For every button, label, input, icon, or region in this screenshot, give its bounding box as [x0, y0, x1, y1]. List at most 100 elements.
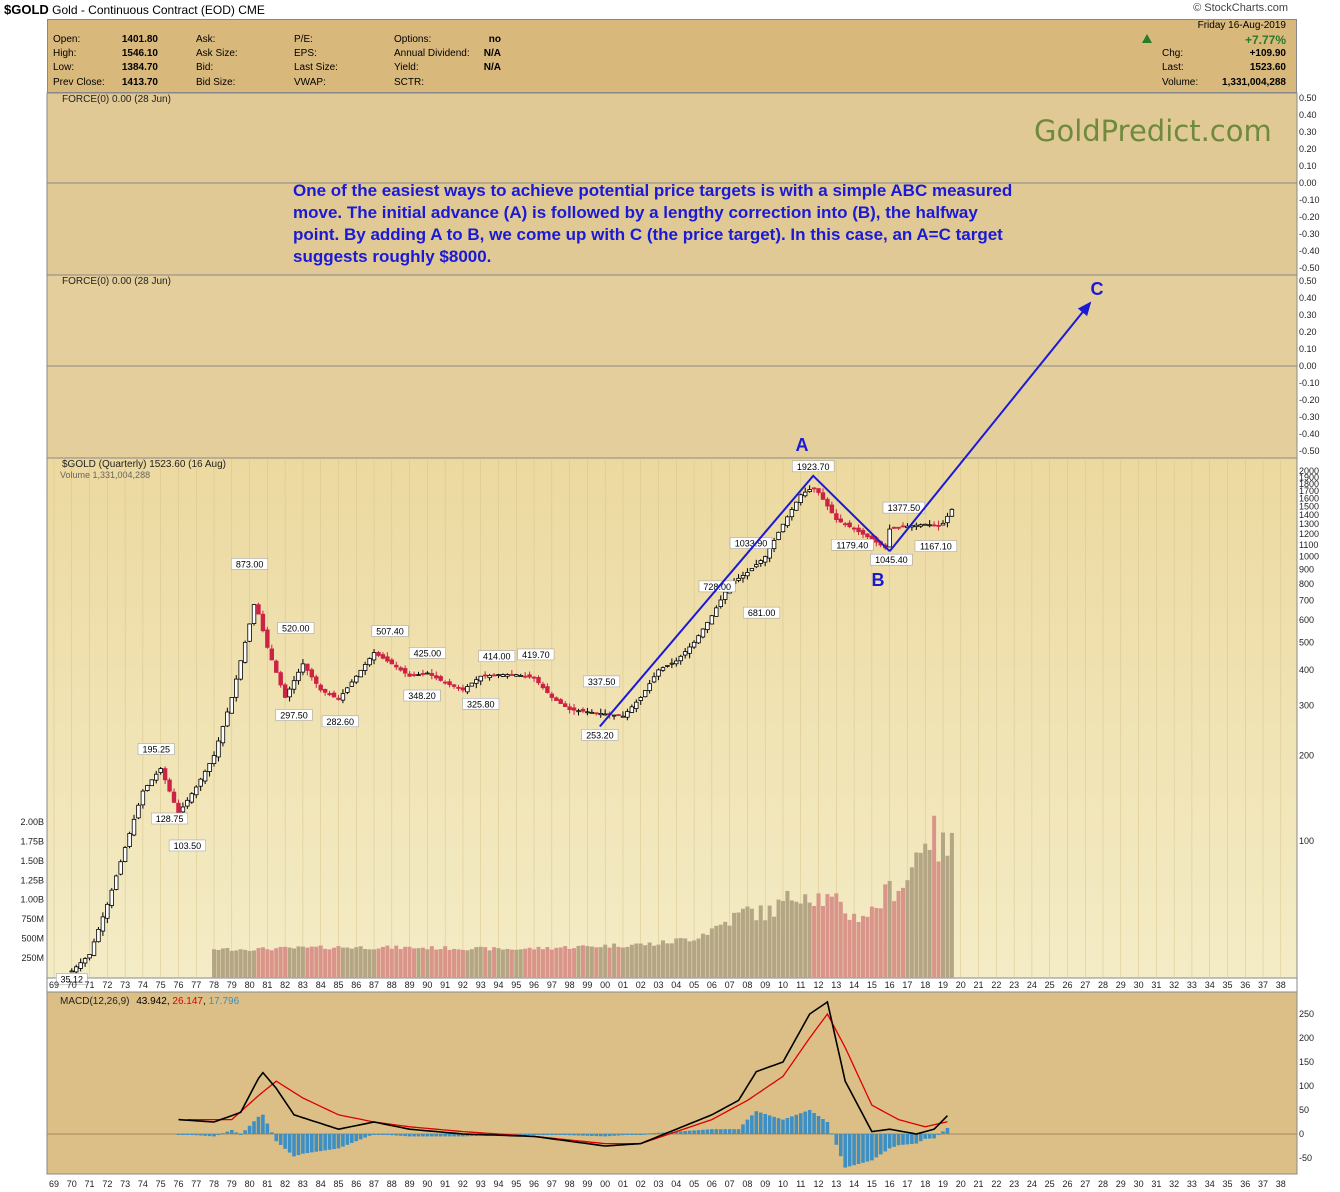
- volume-bar: [847, 919, 852, 978]
- volume-tick-label: 1.25B: [20, 875, 44, 885]
- macd-hist-bar: [785, 1118, 790, 1134]
- x-tick-label: 81: [262, 980, 272, 990]
- candle-body: [478, 675, 483, 682]
- force-tick-label: 0.20: [1299, 327, 1317, 337]
- projection-arrow: [888, 301, 1092, 552]
- volume-bar: [723, 921, 728, 978]
- macd-hist-bar: [865, 1134, 870, 1162]
- macd-hist-bar: [385, 1134, 390, 1135]
- candle-body: [371, 652, 377, 661]
- macd-x-tick-label: 25: [1045, 1179, 1055, 1189]
- macd-hist-bar: [576, 1134, 581, 1136]
- macd-hist-bar: [696, 1130, 701, 1134]
- candle-body: [851, 527, 857, 530]
- candle-body: [474, 679, 479, 684]
- bidsize-label: Bid Size:: [196, 77, 236, 88]
- exchange: CME: [238, 3, 265, 17]
- pct-change: +7.77%: [1244, 33, 1286, 47]
- volume-bar: [460, 949, 465, 978]
- candle-body: [300, 663, 306, 673]
- ask-label: Ask:: [196, 34, 216, 45]
- volume-bar: [567, 948, 572, 978]
- volume-bar: [803, 894, 808, 978]
- x-tick-label: 89: [405, 980, 415, 990]
- candle-body: [282, 684, 288, 698]
- macd-x-tick-label: 27: [1080, 1179, 1090, 1189]
- macd-x-tick-label: 14: [849, 1179, 859, 1189]
- macd-hist-bar: [545, 1134, 550, 1135]
- macd-hist-bar: [710, 1129, 714, 1134]
- x-tick-label: 20: [956, 980, 966, 990]
- macd-x-tick-label: 34: [1205, 1179, 1215, 1189]
- candle-body: [696, 635, 701, 644]
- price-label-box: [231, 558, 269, 570]
- macd-hist-bar: [852, 1134, 856, 1166]
- price-tick-label: 700: [1299, 596, 1314, 606]
- candle-body: [411, 674, 417, 676]
- macd-hist-bar: [176, 1134, 181, 1135]
- macd-hist-bar: [336, 1134, 341, 1149]
- macd-hist-bar: [594, 1134, 599, 1137]
- macd-hist-bar: [301, 1134, 305, 1154]
- volume-bar: [376, 948, 381, 978]
- prevclose-value: 1413.70: [121, 77, 158, 88]
- candle-body: [407, 673, 412, 677]
- candle-body: [811, 487, 817, 490]
- macd-hist-bar: [625, 1134, 630, 1135]
- volume-bar: [896, 890, 901, 978]
- macd-hist-bar: [687, 1130, 692, 1134]
- price-tick-label: 1000: [1299, 552, 1319, 562]
- candle-body: [665, 665, 670, 667]
- candle-body: [674, 660, 679, 665]
- volume-tick-label: 1.75B: [20, 836, 44, 846]
- macd-hist-bar: [514, 1134, 519, 1135]
- macd-x-tick-label: 72: [102, 1179, 112, 1189]
- candle-body: [776, 531, 781, 540]
- x-tick-label: 75: [156, 980, 166, 990]
- macd-x-tick-label: 92: [458, 1179, 468, 1189]
- macd-hist-bar: [825, 1122, 830, 1134]
- macd-hist-bar: [243, 1130, 247, 1134]
- force-tick-label: -0.50: [1299, 446, 1320, 456]
- macd-x-tick-label: 94: [493, 1179, 503, 1189]
- macd-hist-bar: [225, 1131, 230, 1134]
- candle-body: [305, 663, 310, 671]
- macd-x-tick-label: 18: [920, 1179, 930, 1189]
- price-label: 414.00: [483, 652, 511, 662]
- volume-bar: [300, 946, 305, 978]
- force-tick-label: -0.50: [1299, 263, 1320, 273]
- volume-bar: [243, 949, 248, 978]
- macd-hist-bar: [452, 1134, 456, 1137]
- macd-hist-bar: [941, 1131, 945, 1134]
- macd-hist-bar: [181, 1134, 185, 1135]
- volume-tick-label: 1.50B: [20, 856, 44, 866]
- volume-bar: [772, 916, 777, 978]
- volume-bar: [892, 901, 897, 978]
- force-tick-label: 0.40: [1299, 110, 1317, 120]
- volume-bar: [523, 948, 528, 978]
- macd-hist-bar: [421, 1134, 425, 1137]
- macd-x-tick-label: 75: [156, 1179, 166, 1189]
- macd-hist-bar: [207, 1134, 212, 1137]
- macd-hist-bar: [256, 1116, 261, 1134]
- candle-body: [482, 674, 488, 677]
- candle-body: [545, 686, 550, 693]
- macd-hist-bar: [834, 1134, 839, 1145]
- yield-label: Yield:: [394, 62, 419, 73]
- price-label: 425.00: [414, 648, 442, 658]
- macd-x-tick-label: 78: [209, 1179, 219, 1189]
- candle-body: [860, 529, 866, 535]
- candle-body: [798, 494, 803, 503]
- candle-body: [758, 560, 763, 564]
- volume-bar: [794, 901, 799, 978]
- volume-bar: [732, 912, 737, 978]
- candle-body: [309, 669, 315, 678]
- macd-hist-bar: [750, 1115, 754, 1134]
- volume-bar: [412, 948, 417, 978]
- x-tick-label: 99: [582, 980, 592, 990]
- macd-x-tick-label: 85: [333, 1179, 343, 1189]
- x-tick-label: 25: [1045, 980, 1055, 990]
- quote-date: Friday 16-Aug-2019: [1197, 20, 1286, 31]
- volume-bar: [852, 913, 857, 978]
- volume-bar: [349, 948, 354, 978]
